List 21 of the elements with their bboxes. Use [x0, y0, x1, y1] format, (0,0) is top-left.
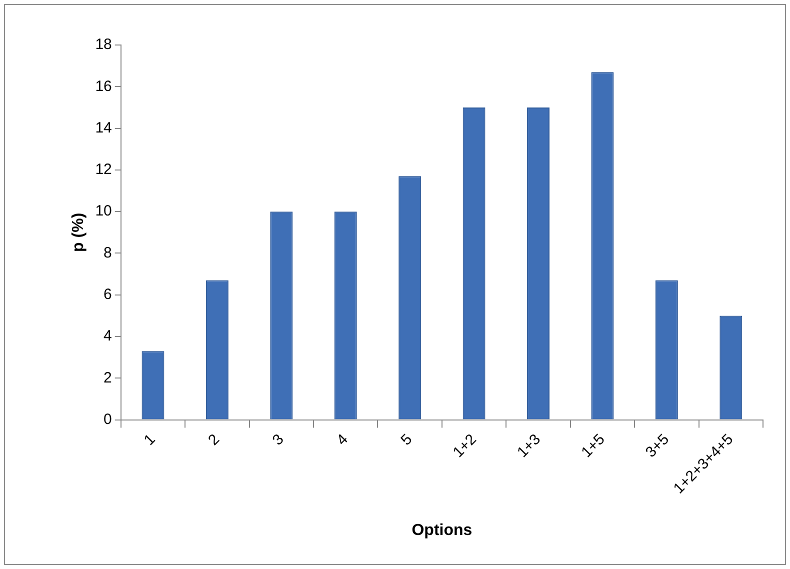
x-tick-label: 3+5 — [642, 430, 672, 461]
x-tick-label: 1+3 — [514, 430, 544, 461]
x-tick-label: 1+5 — [578, 430, 608, 461]
y-tick-label: 10 — [95, 202, 112, 220]
x-tick-label: 1+2 — [450, 430, 480, 461]
y-tick-label: 8 — [104, 244, 112, 262]
y-tick-label: 2 — [104, 369, 112, 386]
y-axis-title: p (%) — [70, 212, 88, 252]
y-tick-label: 14 — [95, 119, 112, 136]
x-tick-label: 2 — [205, 430, 223, 449]
y-tick-label: 12 — [95, 161, 112, 178]
y-tick-label: 18 — [95, 36, 112, 54]
x-axis-title: Options — [412, 522, 472, 539]
y-tick-label: 4 — [104, 328, 112, 345]
x-tick-label: 3 — [269, 430, 288, 449]
y-tick-label: 6 — [104, 286, 112, 304]
x-tick-label: 5 — [398, 430, 416, 449]
x-tick-label: 1 — [140, 430, 159, 449]
x-tick-label: 4 — [333, 430, 352, 449]
y-tick-label: 16 — [95, 78, 112, 95]
y-tick-label: 0 — [104, 410, 112, 428]
